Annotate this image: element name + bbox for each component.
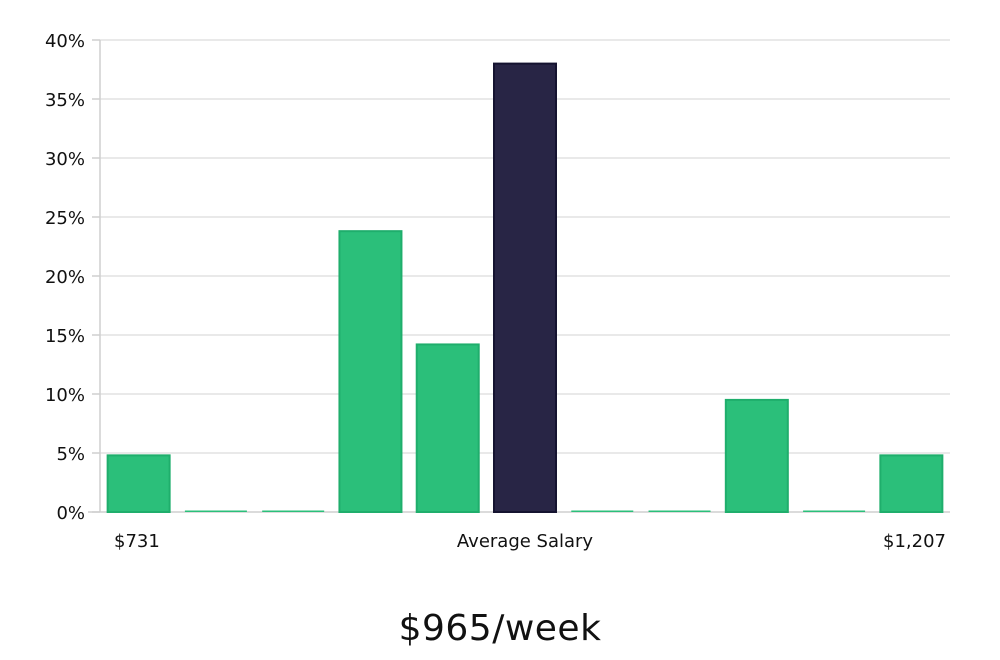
- bar-10: [803, 510, 866, 512]
- bar-8: [648, 510, 711, 512]
- bar-1: [106, 454, 171, 513]
- y-tick-label: 25%: [45, 208, 85, 229]
- x-label-center: Average Salary: [457, 531, 594, 552]
- y-tick-label: 40%: [45, 31, 85, 52]
- bar-2: [184, 510, 247, 512]
- y-tick-label: 5%: [56, 444, 85, 465]
- y-tick-labels: 0% 5% 10% 15% 20% 25% 30% 35% 40%: [45, 31, 85, 524]
- x-axis-labels: $731 Average Salary $1,207: [114, 531, 946, 552]
- salary-histogram-chart: 0% 5% 10% 15% 20% 25% 30% 35% 40% $731 Average S…: [45, 31, 950, 552]
- bars: [106, 62, 944, 513]
- x-label-min: $731: [114, 531, 160, 552]
- bar-7: [571, 510, 634, 512]
- y-tick-label: 20%: [45, 267, 85, 288]
- y-tick-label: 35%: [45, 90, 85, 111]
- x-label-max: $1,207: [883, 531, 946, 552]
- y-tick-label: 30%: [45, 149, 85, 170]
- y-tick-label: 10%: [45, 385, 85, 406]
- bar-11: [879, 454, 944, 513]
- bar-average-salary: [493, 62, 557, 513]
- y-tick-label: 15%: [45, 326, 85, 347]
- bar-3: [262, 510, 325, 512]
- y-tick-label: 0%: [56, 503, 85, 524]
- bar-4: [338, 230, 403, 513]
- bar-9: [724, 398, 789, 513]
- bar-5: [415, 343, 480, 513]
- average-salary-value: $965/week: [398, 608, 602, 649]
